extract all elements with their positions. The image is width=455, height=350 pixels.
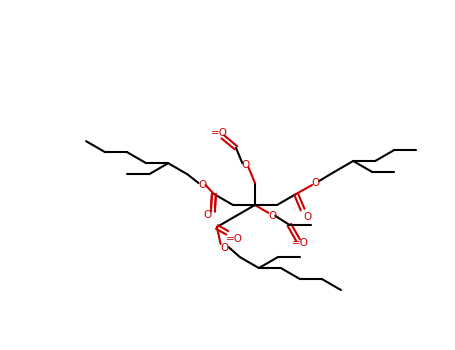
Text: O: O [221, 243, 229, 253]
Text: O: O [268, 211, 276, 221]
Text: O: O [198, 180, 207, 190]
Text: =O: =O [211, 128, 228, 139]
Text: =O: =O [226, 234, 243, 244]
Text: O: O [241, 160, 250, 170]
Text: =O: =O [292, 238, 309, 248]
Text: O: O [303, 212, 312, 222]
Text: O: O [204, 210, 212, 220]
Text: O: O [311, 178, 319, 188]
